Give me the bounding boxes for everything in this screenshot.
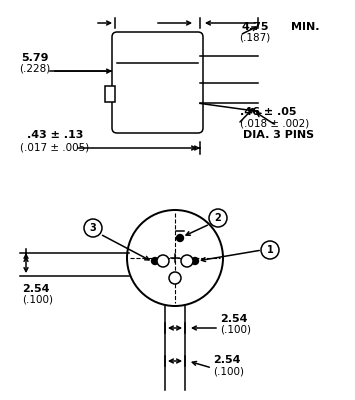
Text: 3: 3 [89,223,96,233]
Circle shape [84,219,102,237]
Text: .43 ± .13: .43 ± .13 [27,130,83,140]
Circle shape [169,272,181,284]
Text: DIA. 3 PINS: DIA. 3 PINS [243,130,314,140]
Text: (.017 ± .005): (.017 ± .005) [20,142,89,152]
Circle shape [191,258,198,264]
Text: 5.79: 5.79 [21,53,49,63]
Bar [105,86,115,102]
Circle shape [261,241,279,259]
Bar [115,35,200,130]
Text: 2.54: 2.54 [22,284,49,294]
Circle shape [157,255,169,267]
Circle shape [181,255,193,267]
Circle shape [176,234,184,242]
Text: (.018 ± .002): (.018 ± .002) [240,118,309,128]
FancyBboxPatch shape [112,32,203,133]
Text: (.100): (.100) [220,325,251,335]
Circle shape [127,210,223,306]
Text: (.100): (.100) [213,366,244,376]
Text: 4.75: 4.75 [241,22,269,32]
Text: MIN.: MIN. [291,22,319,32]
Text: 1: 1 [267,245,273,255]
Text: (.228): (.228) [20,63,51,73]
Text: 2.54: 2.54 [220,314,247,324]
Text: 2: 2 [215,213,222,223]
Text: (.187): (.187) [239,33,271,43]
Circle shape [152,258,158,264]
Circle shape [209,209,227,227]
Text: 2.54: 2.54 [213,355,240,365]
Text: (.100): (.100) [22,295,53,305]
Text: .46 ± .05: .46 ± .05 [240,107,296,117]
